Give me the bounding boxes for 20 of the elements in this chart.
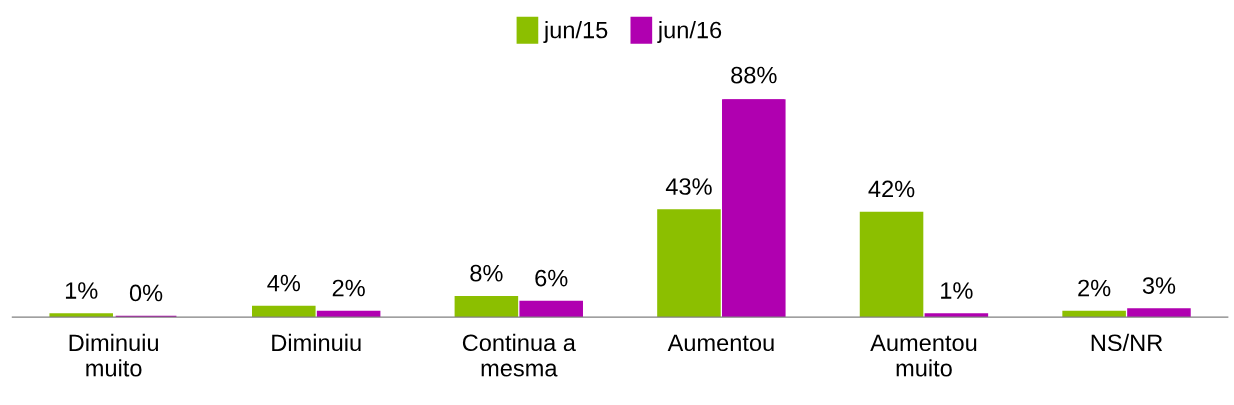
- legend-label: jun/16: [657, 21, 722, 44]
- x-tick-label: Diminuiu: [272, 333, 361, 352]
- data-label: 3%: [1142, 277, 1176, 294]
- x-tick-label: Aumentou: [667, 334, 774, 352]
- x-tick-label: Continua a mesma: [462, 333, 576, 377]
- data-label: 43%: [665, 178, 712, 195]
- data-label: 42%: [868, 180, 915, 198]
- x-tick-label: NS/NR: [1091, 333, 1163, 352]
- data-label: 4%: [267, 274, 301, 292]
- data-label: 8%: [470, 264, 503, 282]
- data-label: 6%: [535, 269, 568, 287]
- x-tick-label: Diminuiu muito: [69, 333, 158, 377]
- x-tick-label: Aumentou muito: [870, 334, 977, 377]
- data-label: 2%: [332, 279, 365, 297]
- data-label: 1%: [65, 282, 98, 299]
- data-label: 0%: [129, 284, 163, 302]
- legend-label: jun/15: [543, 21, 608, 44]
- data-label: 1%: [941, 282, 973, 299]
- data-label: 2%: [1078, 279, 1111, 297]
- data-label: 88%: [731, 66, 777, 84]
